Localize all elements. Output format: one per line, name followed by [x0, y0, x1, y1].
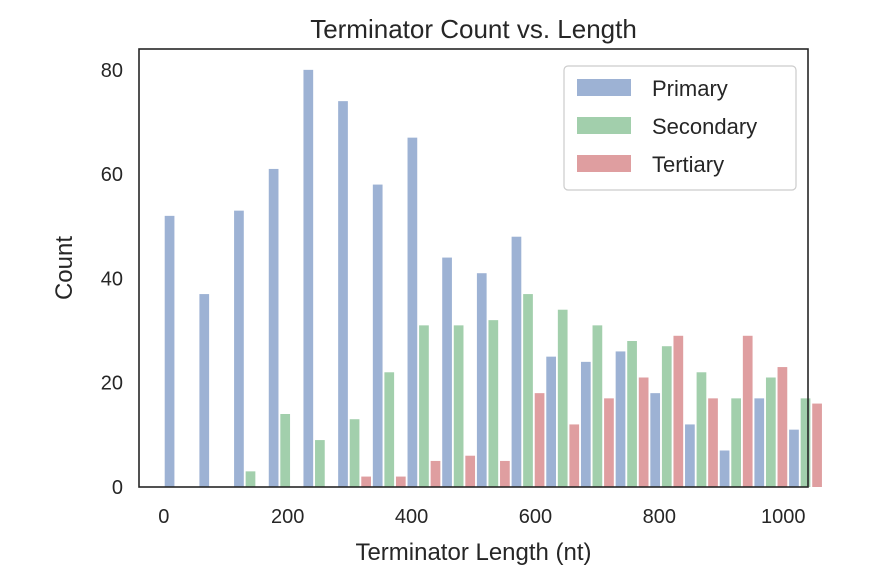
legend-swatch-tertiary — [577, 155, 631, 172]
bar-primary-18 — [789, 429, 799, 487]
y-tick-40: 40 — [101, 268, 123, 290]
bar-secondary-15 — [696, 372, 707, 487]
bar-secondary-11 — [557, 309, 568, 487]
bar-tertiary-16 — [742, 335, 753, 487]
x-tick-1000: 1000 — [761, 506, 806, 528]
bar-secondary-12 — [592, 325, 603, 487]
bar-primary-16 — [719, 450, 730, 487]
legend-label-tertiary: Tertiary — [652, 152, 724, 177]
bar-primary-6 — [372, 184, 383, 488]
legend: Primary Secondary Tertiary — [563, 65, 797, 191]
bar-secondary-10 — [523, 294, 533, 487]
y-tick-0: 0 — [112, 477, 123, 499]
bar-primary-4 — [303, 69, 314, 487]
bar-secondary-9 — [488, 320, 499, 487]
bar-tertiary-6 — [395, 476, 406, 487]
bar-tertiary-9 — [500, 460, 510, 487]
legend-label-primary: Primary — [652, 76, 728, 101]
x-tick-400: 400 — [395, 506, 428, 528]
bar-secondary-4 — [315, 440, 325, 487]
bar-secondary-18 — [800, 398, 811, 487]
bar-secondary-2 — [245, 471, 256, 487]
bar-secondary-5 — [349, 419, 360, 487]
bar-tertiary-17 — [777, 367, 788, 487]
x-tick-0: 0 — [158, 506, 169, 528]
bars-layer — [164, 69, 822, 488]
chart-title: Terminator Count vs. Length — [310, 14, 637, 44]
bar-secondary-6 — [384, 372, 395, 487]
bar-primary-8 — [442, 257, 452, 487]
bar-primary-3 — [268, 168, 279, 487]
bar-secondary-17 — [765, 377, 776, 487]
bar-primary-9 — [476, 273, 487, 487]
bar-tertiary-10 — [534, 393, 545, 487]
bar-tertiary-11 — [569, 424, 580, 487]
bar-secondary-3 — [280, 414, 291, 487]
bar-tertiary-13 — [638, 377, 649, 487]
bar-primary-13 — [615, 351, 626, 487]
bar-primary-10 — [511, 236, 522, 487]
bar-tertiary-18 — [812, 403, 822, 487]
bar-secondary-16 — [731, 398, 742, 487]
y-tick-20: 20 — [101, 373, 123, 395]
bar-tertiary-7 — [430, 460, 441, 487]
bar-tertiary-12 — [604, 398, 614, 487]
bar-secondary-14 — [661, 346, 672, 487]
bar-primary-11 — [546, 356, 556, 487]
legend-swatch-secondary — [577, 117, 631, 134]
bar-tertiary-5 — [361, 476, 371, 487]
bar-secondary-8 — [453, 325, 464, 487]
x-axis-label: Terminator Length (nt) — [355, 539, 591, 566]
x-tick-600: 600 — [519, 506, 552, 528]
y-axis-label: Count — [51, 236, 78, 300]
legend-swatch-primary — [577, 79, 631, 96]
bar-primary-17 — [754, 398, 765, 487]
y-tick-80: 80 — [101, 60, 123, 82]
bar-primary-1 — [199, 294, 210, 487]
bar-primary-0 — [164, 215, 175, 487]
x-tick-labels: 0 200 400 600 800 1000 — [158, 506, 805, 528]
bar-primary-7 — [407, 137, 418, 487]
bar-tertiary-15 — [708, 398, 718, 487]
bar-primary-2 — [234, 210, 244, 487]
bar-secondary-13 — [627, 341, 637, 487]
bar-primary-12 — [580, 361, 591, 487]
bar-primary-15 — [685, 424, 695, 487]
x-tick-200: 200 — [271, 506, 304, 528]
legend-label-secondary: Secondary — [652, 114, 757, 139]
x-tick-800: 800 — [643, 506, 676, 528]
bar-tertiary-14 — [673, 335, 684, 487]
bar-primary-5 — [338, 101, 348, 488]
plot-frame — [138, 48, 809, 488]
y-tick-labels: 0 20 40 60 80 — [101, 60, 123, 499]
bar-primary-14 — [650, 393, 661, 487]
bar-tertiary-8 — [465, 455, 476, 487]
y-tick-60: 60 — [101, 164, 123, 186]
bar-secondary-7 — [419, 325, 429, 487]
